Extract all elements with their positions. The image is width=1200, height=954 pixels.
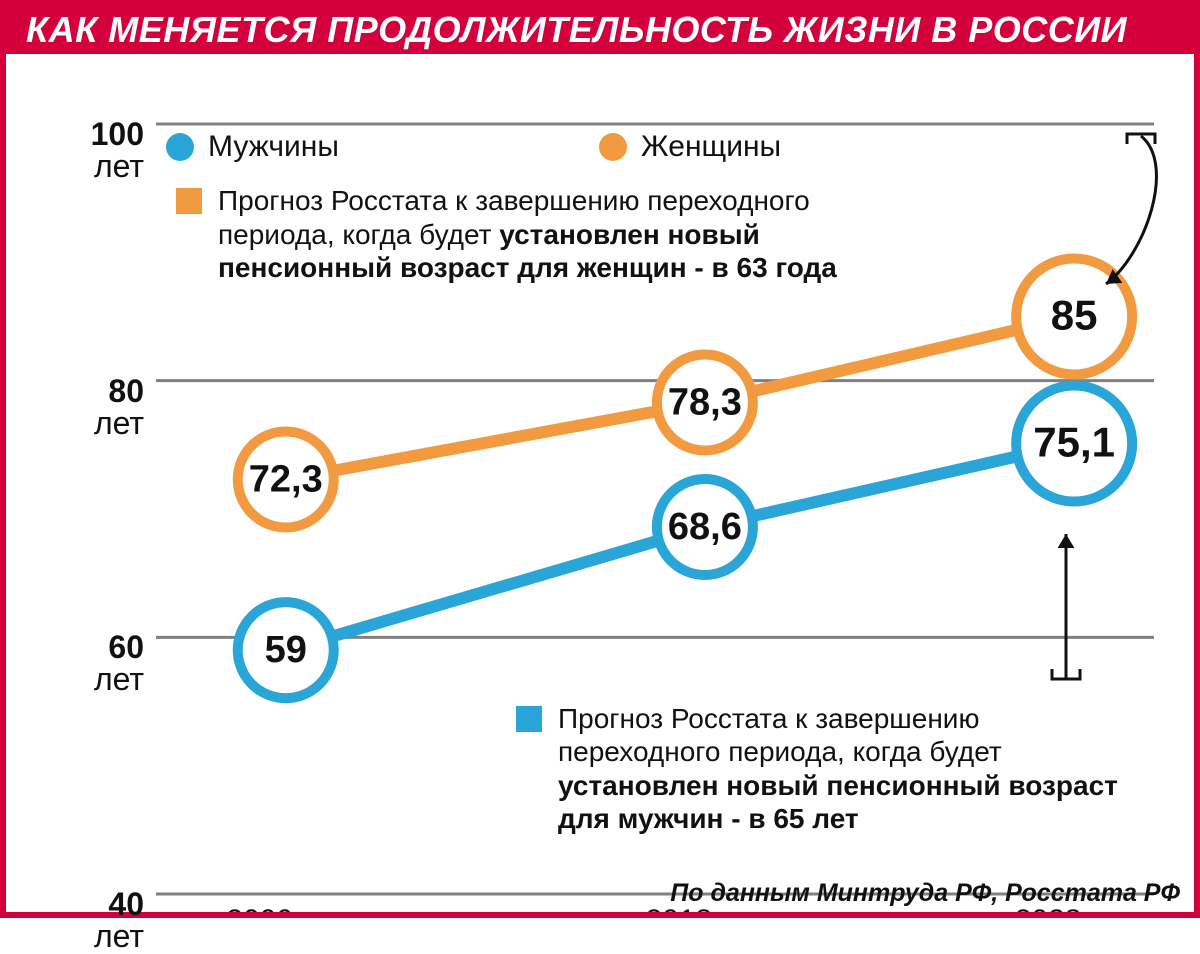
y-axis-label: 100лет	[24, 118, 144, 182]
arrowhead	[1058, 534, 1075, 548]
y-axis-label: 40лет	[24, 888, 144, 952]
note-top: Прогноз Росстата к завершению переходног…	[176, 184, 876, 285]
annotation-arrow-top	[1106, 136, 1156, 284]
series-women-value: 78,3	[668, 382, 742, 424]
legend-label: Женщины	[641, 130, 781, 164]
series-men-value: 75,1	[1033, 419, 1115, 466]
legend-item-women: Женщины	[599, 130, 781, 164]
infographic-container: КАК МЕНЯЕТСЯ ПРОДОЛЖИТЕЛЬНОСТЬ ЖИЗНИ В Р…	[0, 0, 1200, 918]
series-men-value: 59	[265, 629, 307, 671]
note-swatch-icon	[176, 188, 202, 214]
legend-item-men: Мужчины	[166, 130, 339, 164]
note-text-plain: Прогноз Росстата к завершению переходног…	[558, 703, 1002, 768]
header-title: КАК МЕНЯЕТСЯ ПРОДОЛЖИТЕЛЬНОСТЬ ЖИЗНИ В Р…	[6, 6, 1194, 54]
legend-label: Мужчины	[208, 130, 339, 164]
note-text-bold: установлен новый пенсионный возраст для …	[558, 770, 1118, 835]
note-bottom: Прогноз Росстата к завершению переходног…	[516, 702, 1136, 836]
y-axis-label: 80лет	[24, 375, 144, 439]
annotation-bracket-top	[1127, 134, 1155, 144]
legend-swatch-icon	[166, 133, 194, 161]
y-axis-label: 60лет	[24, 631, 144, 695]
series-women-value: 72,3	[249, 459, 323, 501]
series-men-value: 68,6	[668, 506, 742, 548]
note-swatch-icon	[516, 706, 542, 732]
legend-swatch-icon	[599, 133, 627, 161]
source-text: По данным Минтруда РФ, Росстата РФ	[670, 879, 1180, 908]
chart-area: 2000 год2018 год2028 год5968,675,172,378…	[6, 54, 1194, 912]
legend: Мужчины Женщины	[166, 130, 781, 164]
x-axis-label: 2000 год	[226, 904, 345, 912]
series-women-value: 85	[1051, 292, 1098, 339]
